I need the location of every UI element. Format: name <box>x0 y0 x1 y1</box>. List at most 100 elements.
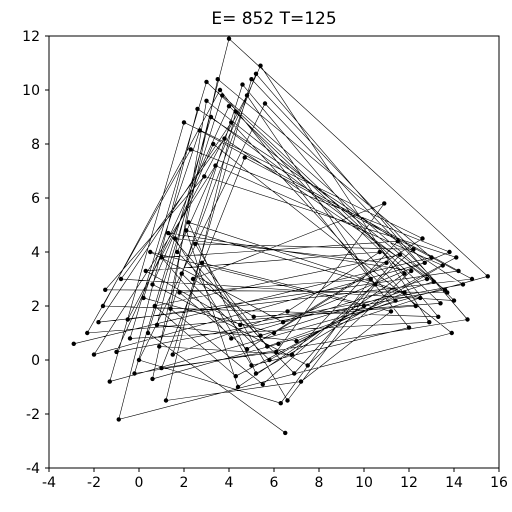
data-point <box>177 290 181 294</box>
data-point <box>204 99 208 103</box>
data-point <box>409 269 413 273</box>
data-point <box>195 107 199 111</box>
data-point <box>222 136 226 140</box>
data-point <box>294 339 298 343</box>
data-point <box>283 431 287 435</box>
data-point <box>108 379 112 383</box>
data-point <box>265 344 269 348</box>
data-point <box>245 93 249 97</box>
data-point <box>137 358 141 362</box>
x-tick-label: 10 <box>355 475 373 491</box>
data-point <box>465 317 469 321</box>
data-point <box>213 163 217 167</box>
data-point <box>209 115 213 119</box>
data-point <box>258 334 262 338</box>
y-tick-label: 6 <box>31 191 40 207</box>
data-point <box>258 63 262 67</box>
x-tick-label: 6 <box>270 475 279 491</box>
data-point <box>306 363 310 367</box>
data-point <box>234 109 238 113</box>
data-point <box>398 253 402 257</box>
data-point <box>240 82 244 86</box>
data-point <box>292 371 296 375</box>
chart-svg: E= 852 T=125-4-20246810121416-4-20246810… <box>0 0 512 512</box>
data-point <box>114 350 118 354</box>
data-point <box>184 228 188 232</box>
y-tick-label: -2 <box>26 407 40 423</box>
y-tick-label: 10 <box>22 83 40 99</box>
data-point <box>153 304 157 308</box>
data-point <box>418 296 422 300</box>
data-point <box>150 282 154 286</box>
data-point <box>402 271 406 275</box>
x-tick-label: 0 <box>135 475 144 491</box>
data-point <box>285 309 289 313</box>
data-point <box>452 298 456 302</box>
data-point <box>411 247 415 251</box>
data-point <box>243 155 247 159</box>
x-tick-label: 12 <box>400 475 418 491</box>
data-point <box>198 128 202 132</box>
data-point <box>396 239 400 243</box>
data-point <box>216 77 220 81</box>
data-point <box>182 120 186 124</box>
data-point <box>126 317 130 321</box>
data-point <box>393 298 397 302</box>
data-point <box>427 320 431 324</box>
data-point <box>414 304 418 308</box>
data-point <box>211 142 215 146</box>
data-point <box>227 104 231 108</box>
data-point <box>445 290 449 294</box>
y-tick-label: -4 <box>26 461 40 477</box>
data-point <box>389 309 393 313</box>
data-point <box>429 255 433 259</box>
data-point <box>227 37 231 41</box>
data-point <box>229 120 233 124</box>
data-point <box>144 269 148 273</box>
data-point <box>362 304 366 308</box>
data-point <box>245 347 249 351</box>
data-point <box>486 274 490 278</box>
data-point <box>454 255 458 259</box>
data-point <box>276 342 280 346</box>
data-point <box>272 331 276 335</box>
y-tick-label: 8 <box>31 137 40 153</box>
data-point <box>189 147 193 151</box>
data-point <box>254 72 258 76</box>
y-tick-label: 2 <box>31 299 40 315</box>
data-point <box>263 101 267 105</box>
data-point <box>436 315 440 319</box>
y-tick-label: 12 <box>22 29 40 45</box>
data-point <box>155 323 159 327</box>
data-point <box>96 320 100 324</box>
data-point <box>92 352 96 356</box>
data-point <box>204 80 208 84</box>
data-point <box>369 277 373 281</box>
data-point <box>234 374 238 378</box>
data-point <box>407 325 411 329</box>
data-point <box>378 250 382 254</box>
chart-background <box>0 0 512 512</box>
data-point <box>168 307 172 311</box>
data-point <box>103 288 107 292</box>
data-point <box>164 398 168 402</box>
data-point <box>132 371 136 375</box>
data-point <box>373 282 377 286</box>
data-point <box>200 261 204 265</box>
data-point <box>128 336 132 340</box>
data-point <box>85 331 89 335</box>
data-point <box>220 93 224 97</box>
data-point <box>180 271 184 275</box>
data-point <box>285 398 289 402</box>
x-tick-label: 14 <box>445 475 463 491</box>
data-point <box>173 236 177 240</box>
data-point <box>150 377 154 381</box>
data-point <box>159 366 163 370</box>
data-point <box>148 250 152 254</box>
x-tick-label: -4 <box>42 475 56 491</box>
data-point <box>461 282 465 286</box>
data-point <box>229 336 233 340</box>
data-point <box>249 363 253 367</box>
data-point <box>146 331 150 335</box>
x-tick-label: -2 <box>87 475 101 491</box>
